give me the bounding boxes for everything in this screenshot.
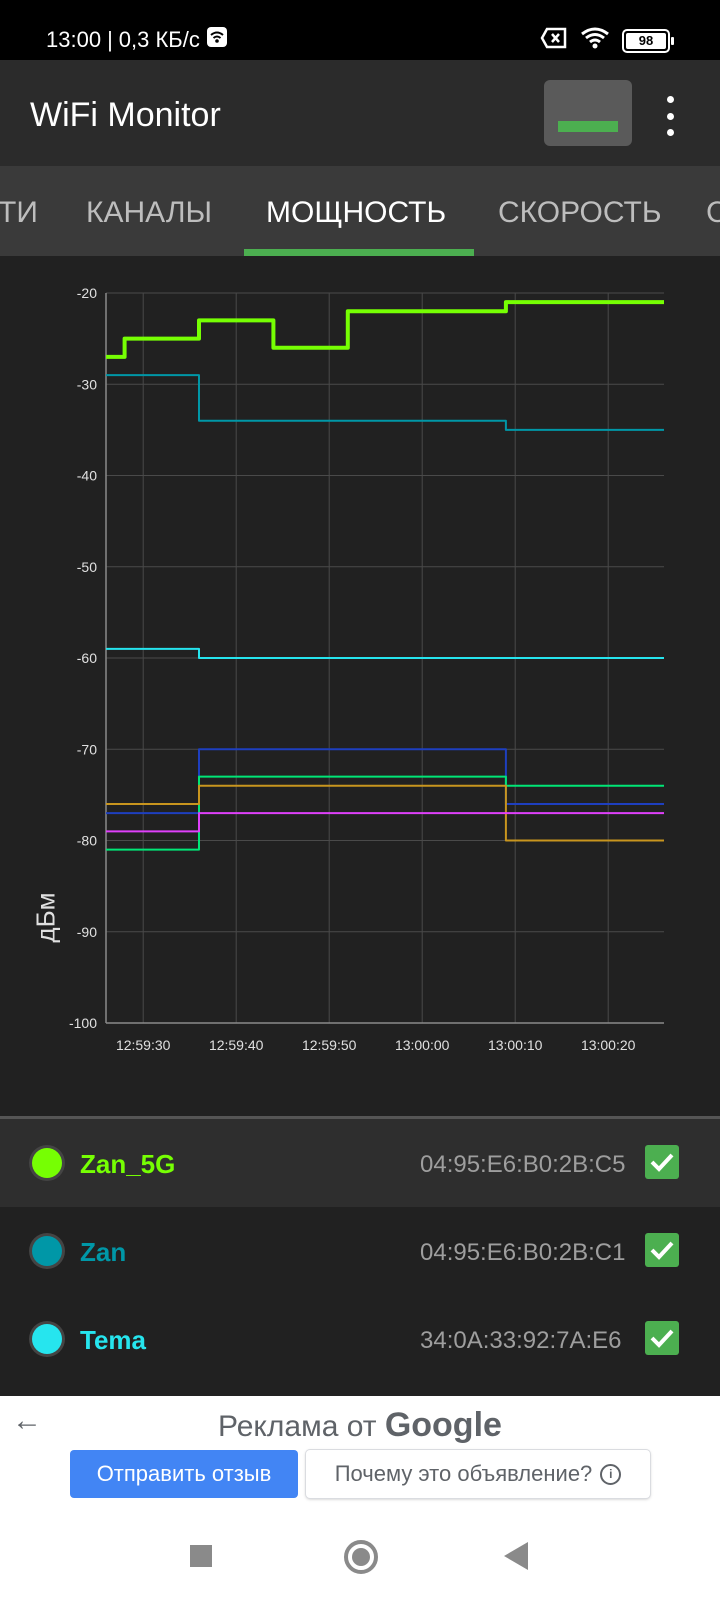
ad-heading: Реклама от Google (0, 1406, 720, 1445)
app-title: WiFi Monitor (30, 96, 221, 134)
tab-channels[interactable]: КАНАЛЫ (86, 196, 213, 229)
network-checkbox[interactable] (645, 1145, 679, 1179)
x-tick-label: 12:59:30 (116, 1037, 171, 1053)
network-color-dot (32, 1236, 62, 1266)
series-line-network-4 (106, 748, 664, 815)
battery-level: 98 (638, 33, 654, 48)
network-mac: 04:95:E6:B0:2B:C1 (420, 1239, 626, 1266)
series-line-zan-5g (106, 300, 664, 359)
menu-dot-icon (666, 96, 674, 103)
y-tick-label: -30 (77, 376, 97, 392)
menu-dot-icon (666, 129, 674, 136)
series-line-network-7 (106, 812, 664, 833)
series-line-zan (106, 374, 664, 431)
x-tick-label: 13:00:20 (581, 1037, 636, 1053)
battery-icon: 98 (622, 28, 674, 53)
status-left: 13:00 | 0,3 КБ/с (46, 26, 228, 54)
network-checkbox[interactable] (645, 1321, 679, 1355)
tab-speed[interactable]: СКОРОСТЬ (498, 196, 662, 229)
no-sim-icon (540, 27, 568, 54)
y-tick-label: -80 (77, 833, 97, 849)
network-checkbox[interactable] (645, 1233, 679, 1267)
overflow-menu-button[interactable] (660, 96, 680, 136)
wifi-notification-icon (206, 26, 228, 54)
checkmark-icon (650, 1241, 674, 1260)
graph-toggle-button[interactable] (544, 80, 632, 146)
network-row-zan[interactable]: Zan 04:95:E6:B0:2B:C1 (0, 1207, 720, 1295)
x-tick-label: 12:59:40 (209, 1037, 264, 1053)
network-list: Zan_5G 04:95:E6:B0:2B:C5 Zan 04:95:E6:B0… (0, 1116, 720, 1399)
tab-networks[interactable]: ТИ (0, 196, 38, 229)
y-tick-label: -70 (77, 741, 97, 757)
network-color-dot (32, 1148, 62, 1178)
status-net-speed: 0,3 КБ/с (118, 27, 200, 52)
status-separator: | (107, 27, 113, 52)
network-row-tema[interactable]: Tema 34:0A:33:92:7A:E6 (0, 1295, 720, 1383)
status-bar: 13:00 | 0,3 КБ/с 98 (0, 0, 720, 60)
series-line-tema (106, 647, 664, 659)
checkmark-icon (650, 1329, 674, 1348)
app-bar: WiFi Monitor (0, 60, 720, 166)
y-tick-label: -60 (77, 650, 97, 666)
system-nav-bar (0, 1510, 720, 1600)
y-tick-label: -20 (77, 285, 97, 301)
network-color-dot (32, 1324, 62, 1354)
why-this-ad-button[interactable]: Почему это объявление? i (306, 1450, 650, 1498)
menu-dot-icon (666, 112, 674, 120)
network-row-zan-5g[interactable]: Zan_5G 04:95:E6:B0:2B:C5 (0, 1119, 720, 1207)
tab-power[interactable]: МОЩНОСТЬ (266, 196, 447, 229)
y-tick-label: -50 (77, 559, 97, 575)
tab-indicator (244, 249, 474, 256)
x-tick-label: 12:59:50 (302, 1037, 357, 1053)
series-line-network-5 (106, 775, 664, 851)
ad-heading-text: Реклама от (218, 1410, 377, 1443)
info-icon: i (600, 1463, 622, 1485)
send-feedback-button[interactable]: Отправить отзыв (70, 1450, 298, 1498)
signal-chart-svg: -20 -30 -40 -50 -60 -70 -80 -90 -100 12:59:30 12:5… (69, 285, 664, 1053)
tab-more[interactable]: С (706, 196, 720, 229)
network-ssid: Zan_5G (80, 1149, 176, 1179)
network-ssid: Zan (80, 1237, 127, 1267)
why-this-ad-label: Почему это объявление? (334, 1461, 593, 1486)
ad-banner: ← Реклама от Google Отправить отзыв Поче… (0, 1396, 720, 1510)
checkmark-icon (650, 1153, 674, 1172)
back-button-icon[interactable] (504, 1542, 528, 1570)
google-logo: Google (384, 1406, 502, 1444)
y-tick-label: -40 (77, 468, 97, 484)
tab-bar: ТИ КАНАЛЫ МОЩНОСТЬ СКОРОСТЬ С (0, 166, 720, 256)
home-button-icon[interactable] (344, 1540, 378, 1574)
graph-toggle-icon (558, 121, 618, 132)
status-right: 98 (540, 27, 674, 54)
ad-back-arrow-icon[interactable]: ← (12, 1404, 42, 1437)
network-mac: 04:95:E6:B0:2B:C5 (420, 1151, 626, 1178)
signal-chart: -20 -30 -40 -50 -60 -70 -80 -90 -100 12:59:30 12:5… (0, 256, 720, 1116)
recents-button-icon[interactable] (190, 1545, 212, 1567)
y-tick-label: -100 (69, 1015, 97, 1031)
network-ssid: Tema (80, 1325, 146, 1355)
series-line-network-6 (106, 784, 664, 842)
x-tick-label: 13:00:00 (395, 1037, 450, 1053)
network-mac: 34:0A:33:92:7A:E6 (420, 1327, 622, 1354)
y-tick-label: -90 (77, 924, 97, 940)
x-tick-label: 13:00:10 (488, 1037, 543, 1053)
y-axis-label: дБм (30, 892, 61, 943)
wifi-signal-icon (580, 27, 610, 54)
status-time: 13:00 (46, 27, 102, 52)
